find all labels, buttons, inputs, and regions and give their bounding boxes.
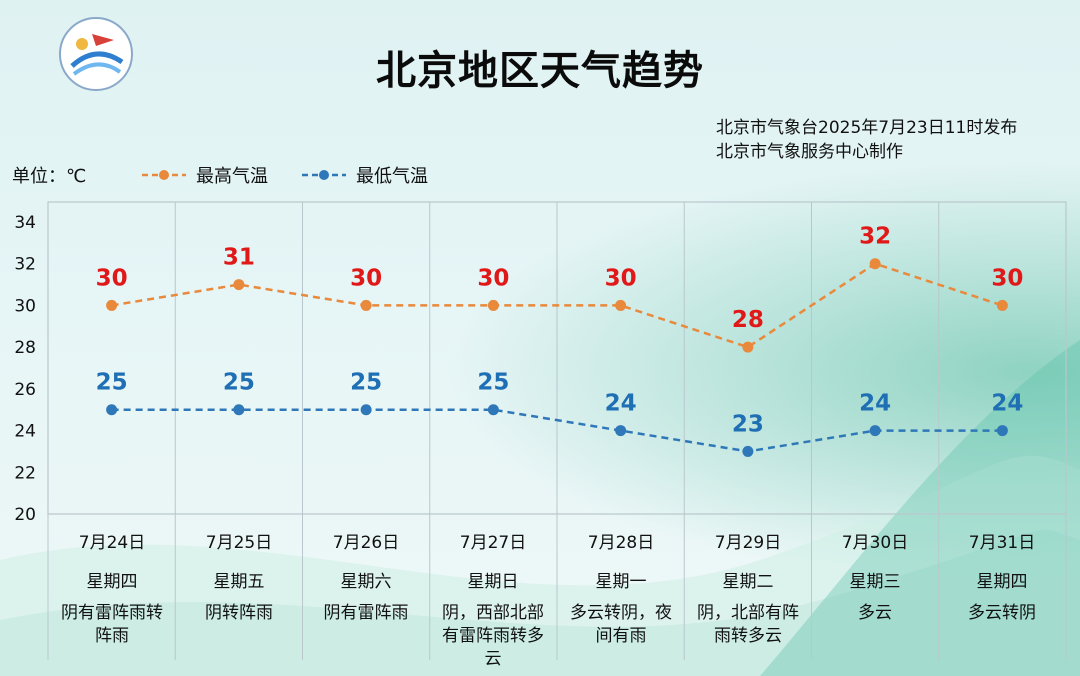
date-label: 7月31日	[968, 533, 1036, 553]
high-temp-label: 32	[859, 224, 891, 250]
date-label: 7月27日	[459, 533, 527, 553]
weekday-label: 星期四	[86, 572, 138, 592]
weather-description-line: 多云转阴，夜	[570, 603, 672, 623]
legend-high: 最高气温	[140, 162, 268, 188]
date-label: 7月26日	[332, 533, 400, 553]
weather-description-line: 间有雨	[595, 626, 647, 646]
y-tick-label: 22	[14, 463, 36, 483]
low-temp-line	[111, 408, 1003, 453]
weather-description: 阴有雷阵雨	[303, 602, 429, 625]
y-tick-label: 34	[14, 213, 36, 233]
high-temp-point	[487, 299, 499, 311]
weather-description-line: 阴转阵雨	[205, 603, 273, 623]
weather-description: 阴，北部有阵 雨转多云	[685, 602, 811, 648]
date-label: 7月29日	[714, 533, 782, 553]
weather-description: 多云	[812, 602, 938, 625]
date-label: 7月25日	[205, 533, 273, 553]
low-temp-label: 25	[96, 370, 128, 396]
low-temp-point	[106, 404, 118, 416]
weekday-label: 星期三	[849, 572, 901, 592]
legend-high-label: 最高气温	[196, 166, 268, 187]
weather-description: 多云转阴	[939, 602, 1065, 625]
weather-description-line: 阵雨	[95, 626, 129, 646]
unit-label: 单位：℃	[12, 166, 87, 187]
weather-description-line: 多云	[858, 603, 892, 623]
legend-low-swatch	[302, 170, 346, 180]
high-temp-label: 31	[223, 245, 255, 271]
weekday-label: 星期二	[722, 572, 774, 592]
weather-description-line: 阴有雷阵雨	[323, 603, 409, 623]
low-temp-point	[996, 425, 1008, 437]
weekday-label: 星期五	[213, 572, 265, 592]
high-temp-label: 30	[477, 265, 509, 291]
weather-description: 阴，西部北部 有雷阵雨转多云	[430, 602, 556, 671]
weekday-label: 星期六	[340, 572, 392, 592]
low-temp-point	[233, 404, 245, 416]
high-temp-point	[615, 299, 627, 311]
y-tick-label: 26	[14, 380, 36, 400]
high-temp-point	[233, 279, 245, 291]
high-temp-label: 28	[732, 307, 764, 333]
high-temp-line	[111, 262, 1003, 349]
weather-description-line: 有雷阵雨转多	[442, 626, 544, 646]
high-temp-label: 30	[991, 265, 1023, 291]
weather-description-line: 雨转多云	[714, 626, 782, 646]
low-temp-point	[487, 404, 499, 416]
issuer-info: 北京市气象台2025年7月23日11时发布 北京市气象服务中心制作	[716, 116, 1017, 164]
low-temp-label: 24	[991, 391, 1023, 417]
low-temp-label: 24	[859, 391, 891, 417]
weather-description-line: 阴，西部北部	[442, 603, 544, 623]
high-temp-point	[106, 299, 118, 311]
low-temp-point	[869, 425, 881, 437]
low-temp-point	[615, 425, 627, 437]
low-temp-label: 25	[350, 370, 382, 396]
low-temp-point	[360, 404, 372, 416]
weather-description-line: 云	[484, 649, 502, 669]
date-label: 7月28日	[587, 533, 655, 553]
weekday-label: 星期日	[467, 572, 519, 592]
weekday-label: 星期一	[595, 572, 647, 592]
y-tick-label: 24	[14, 422, 36, 442]
high-temp-label: 30	[350, 265, 382, 291]
producer-line: 北京市气象服务中心制作	[716, 142, 903, 162]
weather-description-line: 阴，北部有阵	[697, 603, 799, 623]
low-temp-label: 25	[477, 370, 509, 396]
y-tick-label: 30	[14, 296, 36, 316]
y-tick-label: 20	[14, 505, 36, 525]
high-temp-point	[996, 299, 1008, 311]
high-temp-label: 30	[96, 265, 128, 291]
legend-low: 最低气温	[300, 162, 428, 188]
low-temp-label: 23	[732, 411, 764, 437]
issuer-line: 北京市气象台2025年7月23日11时发布	[716, 118, 1018, 138]
weekday-label: 星期四	[976, 572, 1028, 592]
date-label: 7月24日	[78, 533, 146, 553]
weather-description: 阴有雷阵雨转 阵雨	[49, 602, 175, 648]
weather-description-line: 阴有雷阵雨转	[61, 603, 163, 623]
weather-description-line: 多云转阴	[968, 603, 1036, 623]
date-label: 7月30日	[841, 533, 909, 553]
legend-high-swatch	[142, 170, 186, 180]
low-temp-label: 24	[605, 391, 637, 417]
low-temp-point	[742, 445, 754, 457]
high-temp-point	[360, 299, 372, 311]
y-tick-label: 32	[14, 255, 36, 275]
low-temp-label: 25	[223, 370, 255, 396]
weather-description: 多云转阴，夜 间有雨	[558, 602, 684, 648]
y-tick-label: 28	[14, 338, 36, 358]
high-temp-point	[742, 341, 754, 353]
meteorological-service-logo	[52, 14, 140, 94]
legend-low-label: 最低气温	[356, 166, 428, 187]
high-temp-label: 30	[605, 265, 637, 291]
weather-description: 阴转阵雨	[176, 602, 302, 625]
page-title: 北京地区天气趋势	[376, 48, 704, 94]
high-temp-point	[869, 258, 881, 270]
